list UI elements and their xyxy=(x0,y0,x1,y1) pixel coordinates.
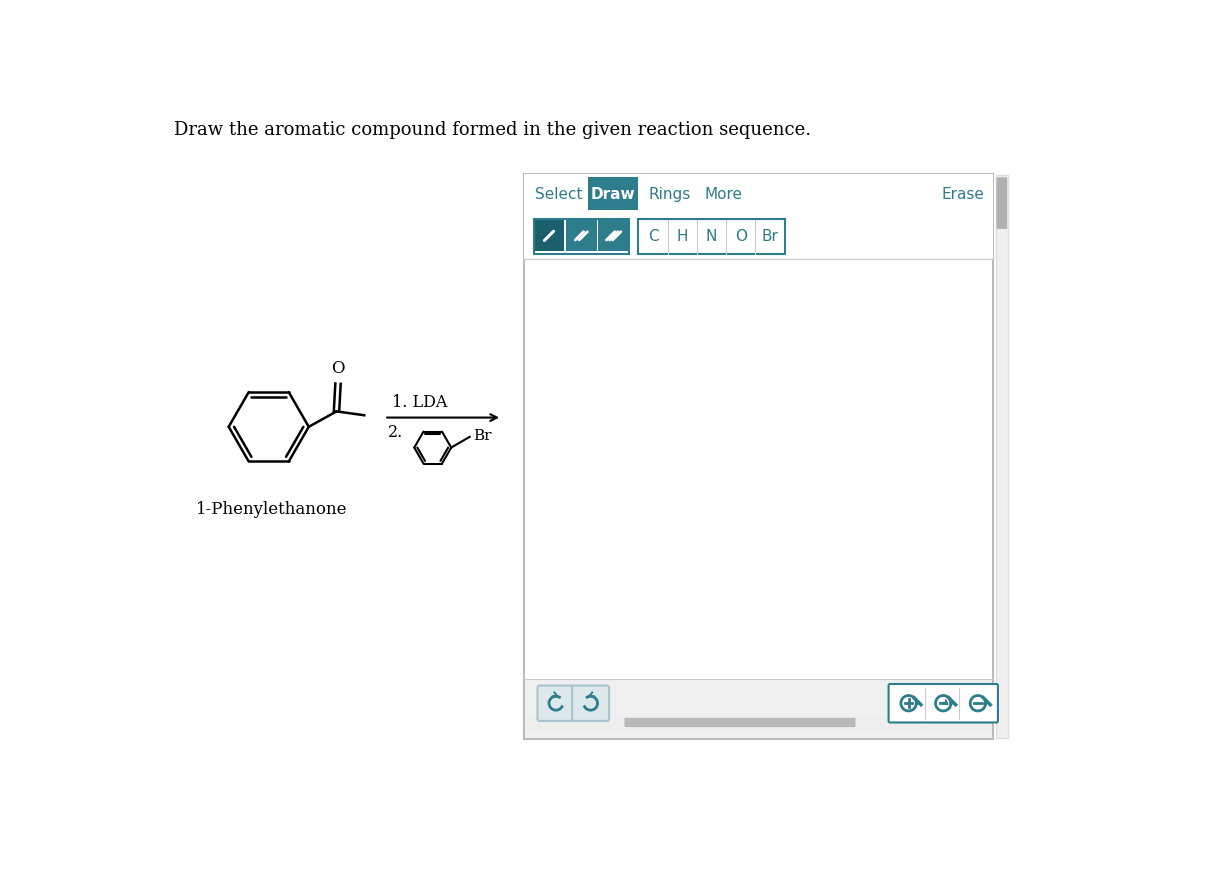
Text: 1-Phenylethanone: 1-Phenylethanone xyxy=(196,501,347,517)
FancyBboxPatch shape xyxy=(525,175,993,260)
Text: Select: Select xyxy=(535,187,583,202)
FancyBboxPatch shape xyxy=(995,176,1008,738)
Text: N: N xyxy=(706,229,717,244)
FancyBboxPatch shape xyxy=(525,679,992,738)
FancyBboxPatch shape xyxy=(565,222,596,252)
FancyBboxPatch shape xyxy=(888,684,998,723)
Text: Br: Br xyxy=(473,428,492,442)
Text: O: O xyxy=(331,360,345,376)
Text: O: O xyxy=(734,229,747,244)
FancyBboxPatch shape xyxy=(997,178,1008,229)
FancyBboxPatch shape xyxy=(533,222,564,252)
Text: Br: Br xyxy=(761,229,779,244)
FancyBboxPatch shape xyxy=(625,718,855,727)
Text: Draw the aromatic compound formed in the given reaction sequence.: Draw the aromatic compound formed in the… xyxy=(174,121,811,139)
FancyBboxPatch shape xyxy=(525,261,992,679)
FancyBboxPatch shape xyxy=(599,222,630,252)
FancyBboxPatch shape xyxy=(588,178,638,210)
FancyBboxPatch shape xyxy=(572,686,609,721)
Text: More: More xyxy=(703,187,742,202)
FancyBboxPatch shape xyxy=(537,686,574,721)
Text: Erase: Erase xyxy=(941,187,984,202)
FancyBboxPatch shape xyxy=(525,175,993,739)
Text: C: C xyxy=(648,229,658,244)
Text: 2.: 2. xyxy=(388,423,403,441)
FancyBboxPatch shape xyxy=(638,220,785,255)
Text: Rings: Rings xyxy=(648,187,690,202)
Text: 1. LDA: 1. LDA xyxy=(392,394,447,410)
Text: H: H xyxy=(676,229,687,244)
FancyBboxPatch shape xyxy=(525,716,992,731)
Text: Draw: Draw xyxy=(590,187,636,202)
